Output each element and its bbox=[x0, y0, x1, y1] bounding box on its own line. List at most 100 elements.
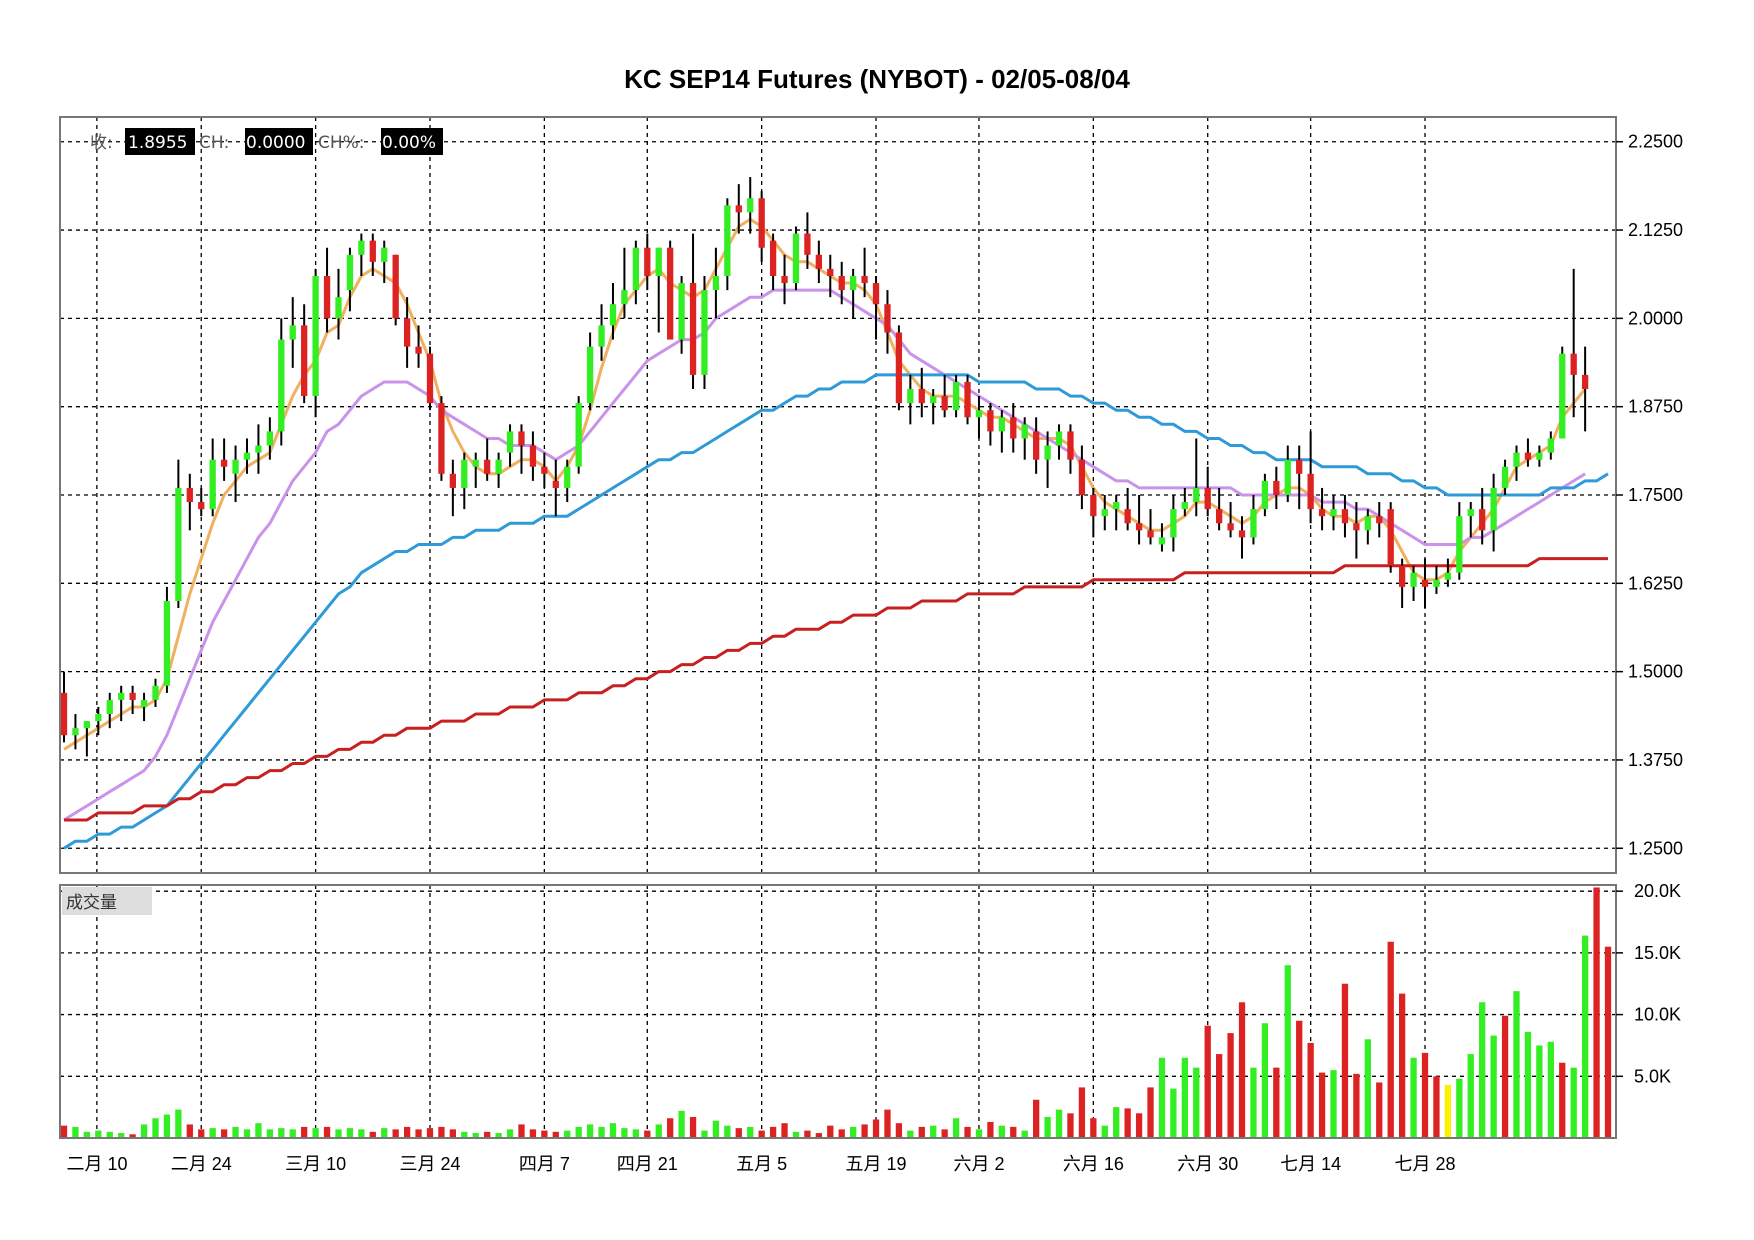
candle-body bbox=[129, 692, 136, 700]
candle-body bbox=[415, 346, 422, 354]
volume-bar bbox=[632, 1129, 639, 1138]
volume-bar bbox=[1433, 1076, 1440, 1138]
candle-body bbox=[1090, 495, 1097, 517]
candle-body bbox=[895, 332, 903, 404]
volume-bar bbox=[1353, 1073, 1360, 1138]
candle-body bbox=[426, 353, 434, 404]
volume-bar bbox=[1364, 1039, 1371, 1138]
candle-body bbox=[712, 275, 720, 291]
volume-bar bbox=[1010, 1126, 1017, 1138]
change-label: CH: bbox=[199, 133, 229, 153]
candle-body bbox=[781, 275, 788, 284]
candle-body bbox=[266, 431, 274, 446]
volume-bar bbox=[472, 1133, 479, 1138]
candle-body bbox=[449, 473, 457, 488]
candle-body bbox=[1147, 530, 1154, 538]
volume-bar bbox=[678, 1110, 685, 1138]
volume-bar bbox=[1604, 946, 1612, 1138]
volume-bar bbox=[1193, 1067, 1200, 1138]
candle-body bbox=[1398, 565, 1406, 587]
candle-body bbox=[95, 714, 102, 722]
candle-body bbox=[1055, 431, 1063, 446]
candle-body bbox=[1524, 452, 1532, 460]
volume-bar bbox=[118, 1133, 125, 1138]
volume-bar bbox=[1055, 1109, 1063, 1138]
volume-bar bbox=[1410, 1057, 1417, 1138]
candle-body bbox=[1261, 480, 1269, 510]
candle-body bbox=[735, 205, 742, 213]
candle-body bbox=[747, 198, 754, 213]
candle-body bbox=[541, 466, 548, 474]
candle-body bbox=[301, 325, 308, 397]
date-tick-label: 七月 14 bbox=[1280, 1154, 1341, 1174]
volume-bar bbox=[1090, 1118, 1097, 1138]
volume-bar bbox=[403, 1126, 411, 1138]
volume-bar bbox=[998, 1125, 1005, 1138]
candle-body bbox=[484, 459, 491, 474]
candle-body bbox=[1158, 537, 1166, 545]
volume-bar bbox=[518, 1124, 525, 1138]
candle-body bbox=[1490, 487, 1497, 531]
price-tick-label: 1.7500 bbox=[1628, 485, 1683, 505]
candle-body bbox=[918, 389, 925, 404]
candle-body bbox=[850, 275, 857, 291]
price-tick-label: 1.2500 bbox=[1628, 838, 1683, 858]
volume-bar bbox=[1135, 1113, 1143, 1138]
volume-bar bbox=[861, 1124, 868, 1138]
candle-body bbox=[689, 283, 697, 375]
volume-bar bbox=[529, 1129, 537, 1138]
volume-bar bbox=[975, 1129, 983, 1138]
candle-body bbox=[1021, 424, 1028, 439]
candle-body bbox=[1204, 487, 1211, 510]
candle-body bbox=[312, 275, 319, 397]
candle-body bbox=[1467, 509, 1474, 517]
candle-body bbox=[758, 198, 765, 248]
candle-body bbox=[358, 240, 365, 255]
candle-body bbox=[952, 381, 960, 411]
volume-bar bbox=[1250, 1067, 1257, 1138]
volume-tick-label: 20.0K bbox=[1634, 881, 1681, 901]
candle-body bbox=[1296, 459, 1303, 474]
volume-bar bbox=[1318, 1072, 1326, 1138]
candle-body bbox=[769, 240, 777, 276]
price-tick-label: 2.2500 bbox=[1628, 132, 1683, 152]
volume-bar bbox=[60, 1125, 68, 1138]
candle-body bbox=[1353, 523, 1360, 531]
volume-bars bbox=[60, 887, 1612, 1138]
volume-bar bbox=[1170, 1088, 1177, 1138]
candle-body bbox=[667, 247, 674, 340]
volume-bar bbox=[804, 1130, 811, 1138]
volume-bar bbox=[1296, 1020, 1303, 1138]
candle-body bbox=[438, 403, 445, 474]
candle-body bbox=[884, 304, 891, 333]
candle-body bbox=[83, 721, 91, 729]
candle-body bbox=[644, 247, 651, 276]
volume-bar bbox=[163, 1114, 171, 1138]
date-tick-label: 六月 2 bbox=[953, 1154, 1004, 1174]
volume-bar bbox=[964, 1126, 971, 1138]
price-tick-label: 1.3750 bbox=[1628, 750, 1683, 770]
volume-bar bbox=[1101, 1125, 1108, 1138]
price-grid bbox=[60, 117, 1616, 873]
date-tick-label: 四月 21 bbox=[617, 1154, 678, 1174]
candle-body bbox=[255, 445, 262, 453]
volume-bar bbox=[758, 1130, 765, 1138]
candle-body bbox=[1341, 509, 1349, 524]
volume-bar bbox=[1559, 1062, 1566, 1138]
volume-bar bbox=[232, 1126, 239, 1138]
volume-bar bbox=[827, 1125, 834, 1138]
volume-bar bbox=[1467, 1054, 1474, 1138]
candle-body bbox=[1513, 452, 1520, 467]
volume-bar bbox=[598, 1126, 605, 1138]
volume-bar bbox=[95, 1130, 102, 1138]
volume-bar bbox=[1204, 1025, 1211, 1138]
volume-bar bbox=[747, 1126, 754, 1138]
candle-body bbox=[323, 275, 331, 319]
volume-bar bbox=[1261, 1023, 1269, 1138]
volume-bar bbox=[644, 1130, 651, 1138]
volume-bar bbox=[1033, 1099, 1040, 1138]
info-panel: 收: 1.8955 CH: 0.0000 CH%: 0.00% bbox=[90, 128, 443, 155]
close-value: 1.8955 bbox=[128, 133, 187, 153]
volume-bar bbox=[586, 1124, 594, 1138]
